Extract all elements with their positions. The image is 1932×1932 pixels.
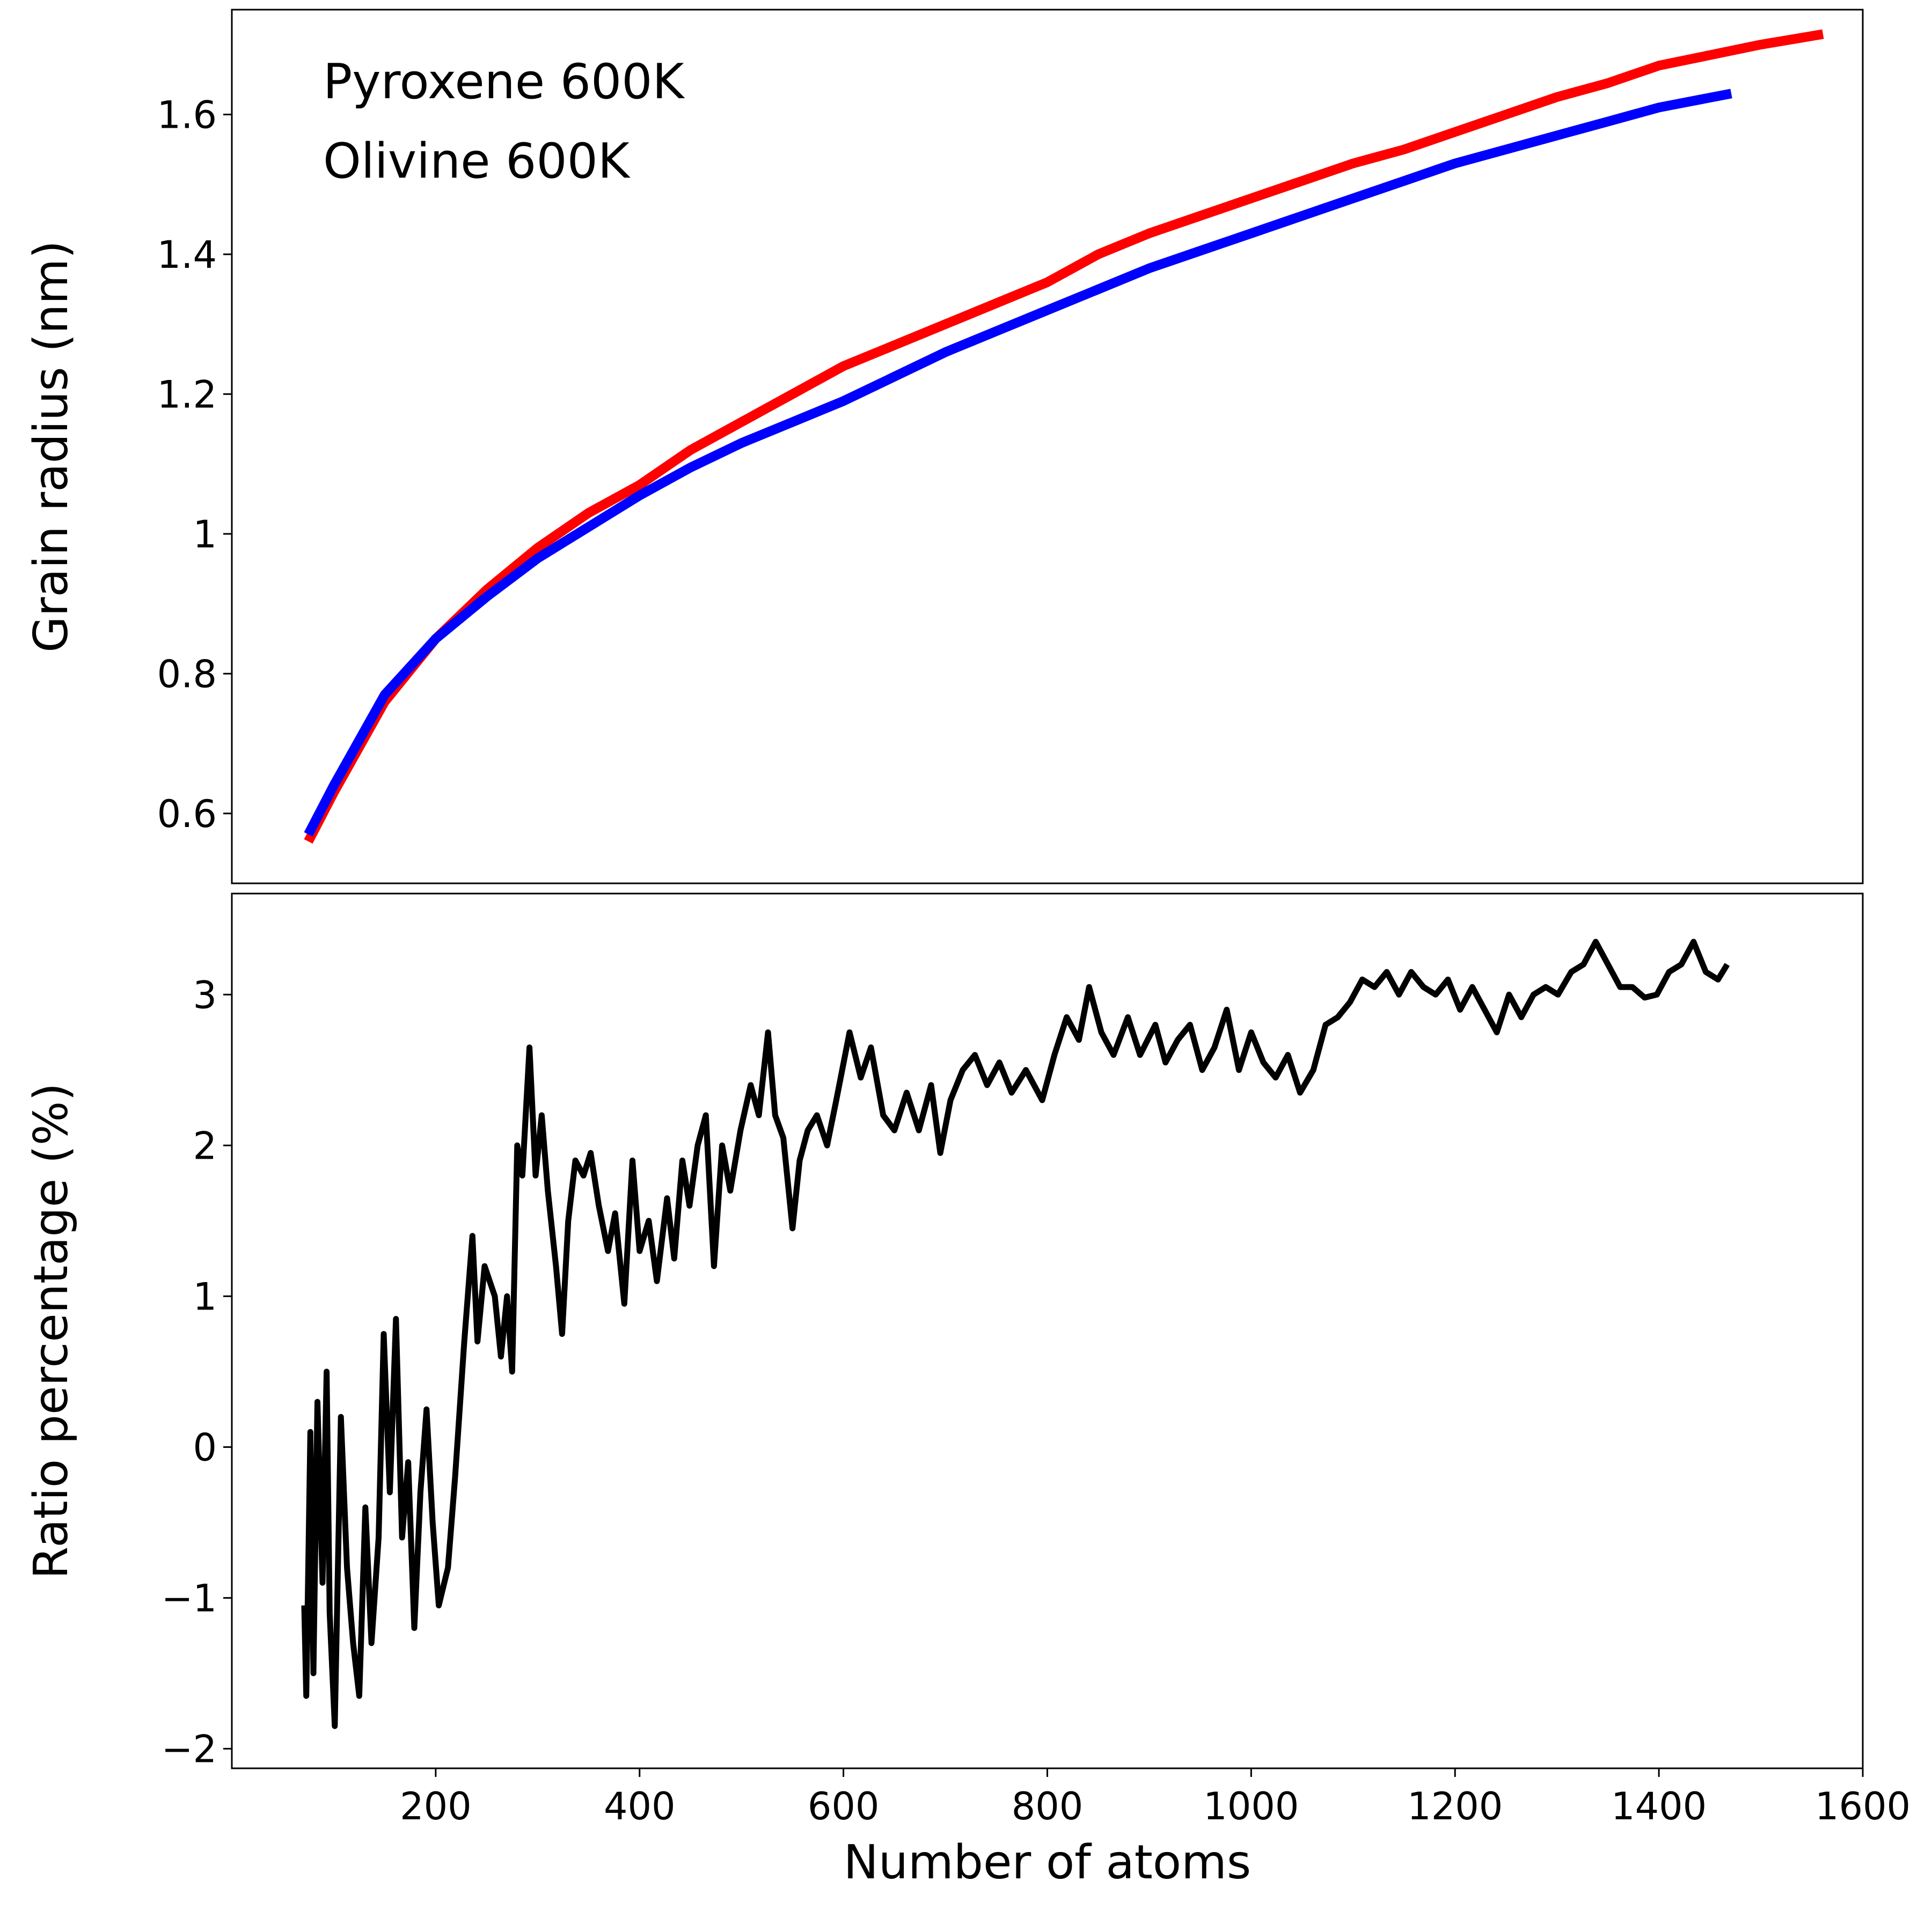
x-tick-label: 1000 [1203, 1784, 1299, 1828]
y-tick-label: 0 [193, 1425, 217, 1469]
x-tick-label: 1400 [1611, 1784, 1707, 1828]
plot-area [301, 939, 1730, 1729]
y-tick-label: 0.6 [157, 792, 217, 836]
y-tick-label: 1.4 [157, 233, 217, 277]
y-tick-label: 0.8 [157, 652, 217, 696]
y-tick-label: −1 [162, 1576, 217, 1620]
y-axis-label: Ratio percentage (%) [24, 1083, 78, 1579]
y-axis-label: Grain radius (nm) [24, 240, 78, 653]
x-tick-label: 1200 [1407, 1784, 1503, 1828]
x-tick-label: 800 [1012, 1784, 1084, 1828]
axes-frame [231, 9, 1864, 884]
y-tick-label: 1 [193, 513, 217, 557]
y-tick-label: 2 [193, 1124, 217, 1168]
legend-label: Pyroxene 600K [323, 54, 685, 110]
x-tick-label: 600 [808, 1784, 880, 1828]
axes-frame [231, 892, 1864, 1769]
x-tick-label: 400 [604, 1784, 676, 1828]
y-tick-label: −2 [162, 1727, 217, 1771]
data-line [304, 89, 1732, 837]
plot-area [304, 29, 1824, 844]
x-tick-label: 1600 [1815, 1784, 1911, 1828]
y-tick-label: 1 [193, 1275, 217, 1319]
y-tick-label: 1.6 [157, 93, 217, 137]
data-line [304, 29, 1824, 844]
data-line [301, 939, 1730, 1729]
legend-label: Olivine 600K [323, 133, 631, 189]
x-axis-label: Number of atoms [844, 1835, 1251, 1890]
x-tick-label: 200 [400, 1784, 472, 1828]
y-tick-label: 1.2 [157, 372, 217, 416]
y-tick-label: 3 [193, 973, 217, 1017]
